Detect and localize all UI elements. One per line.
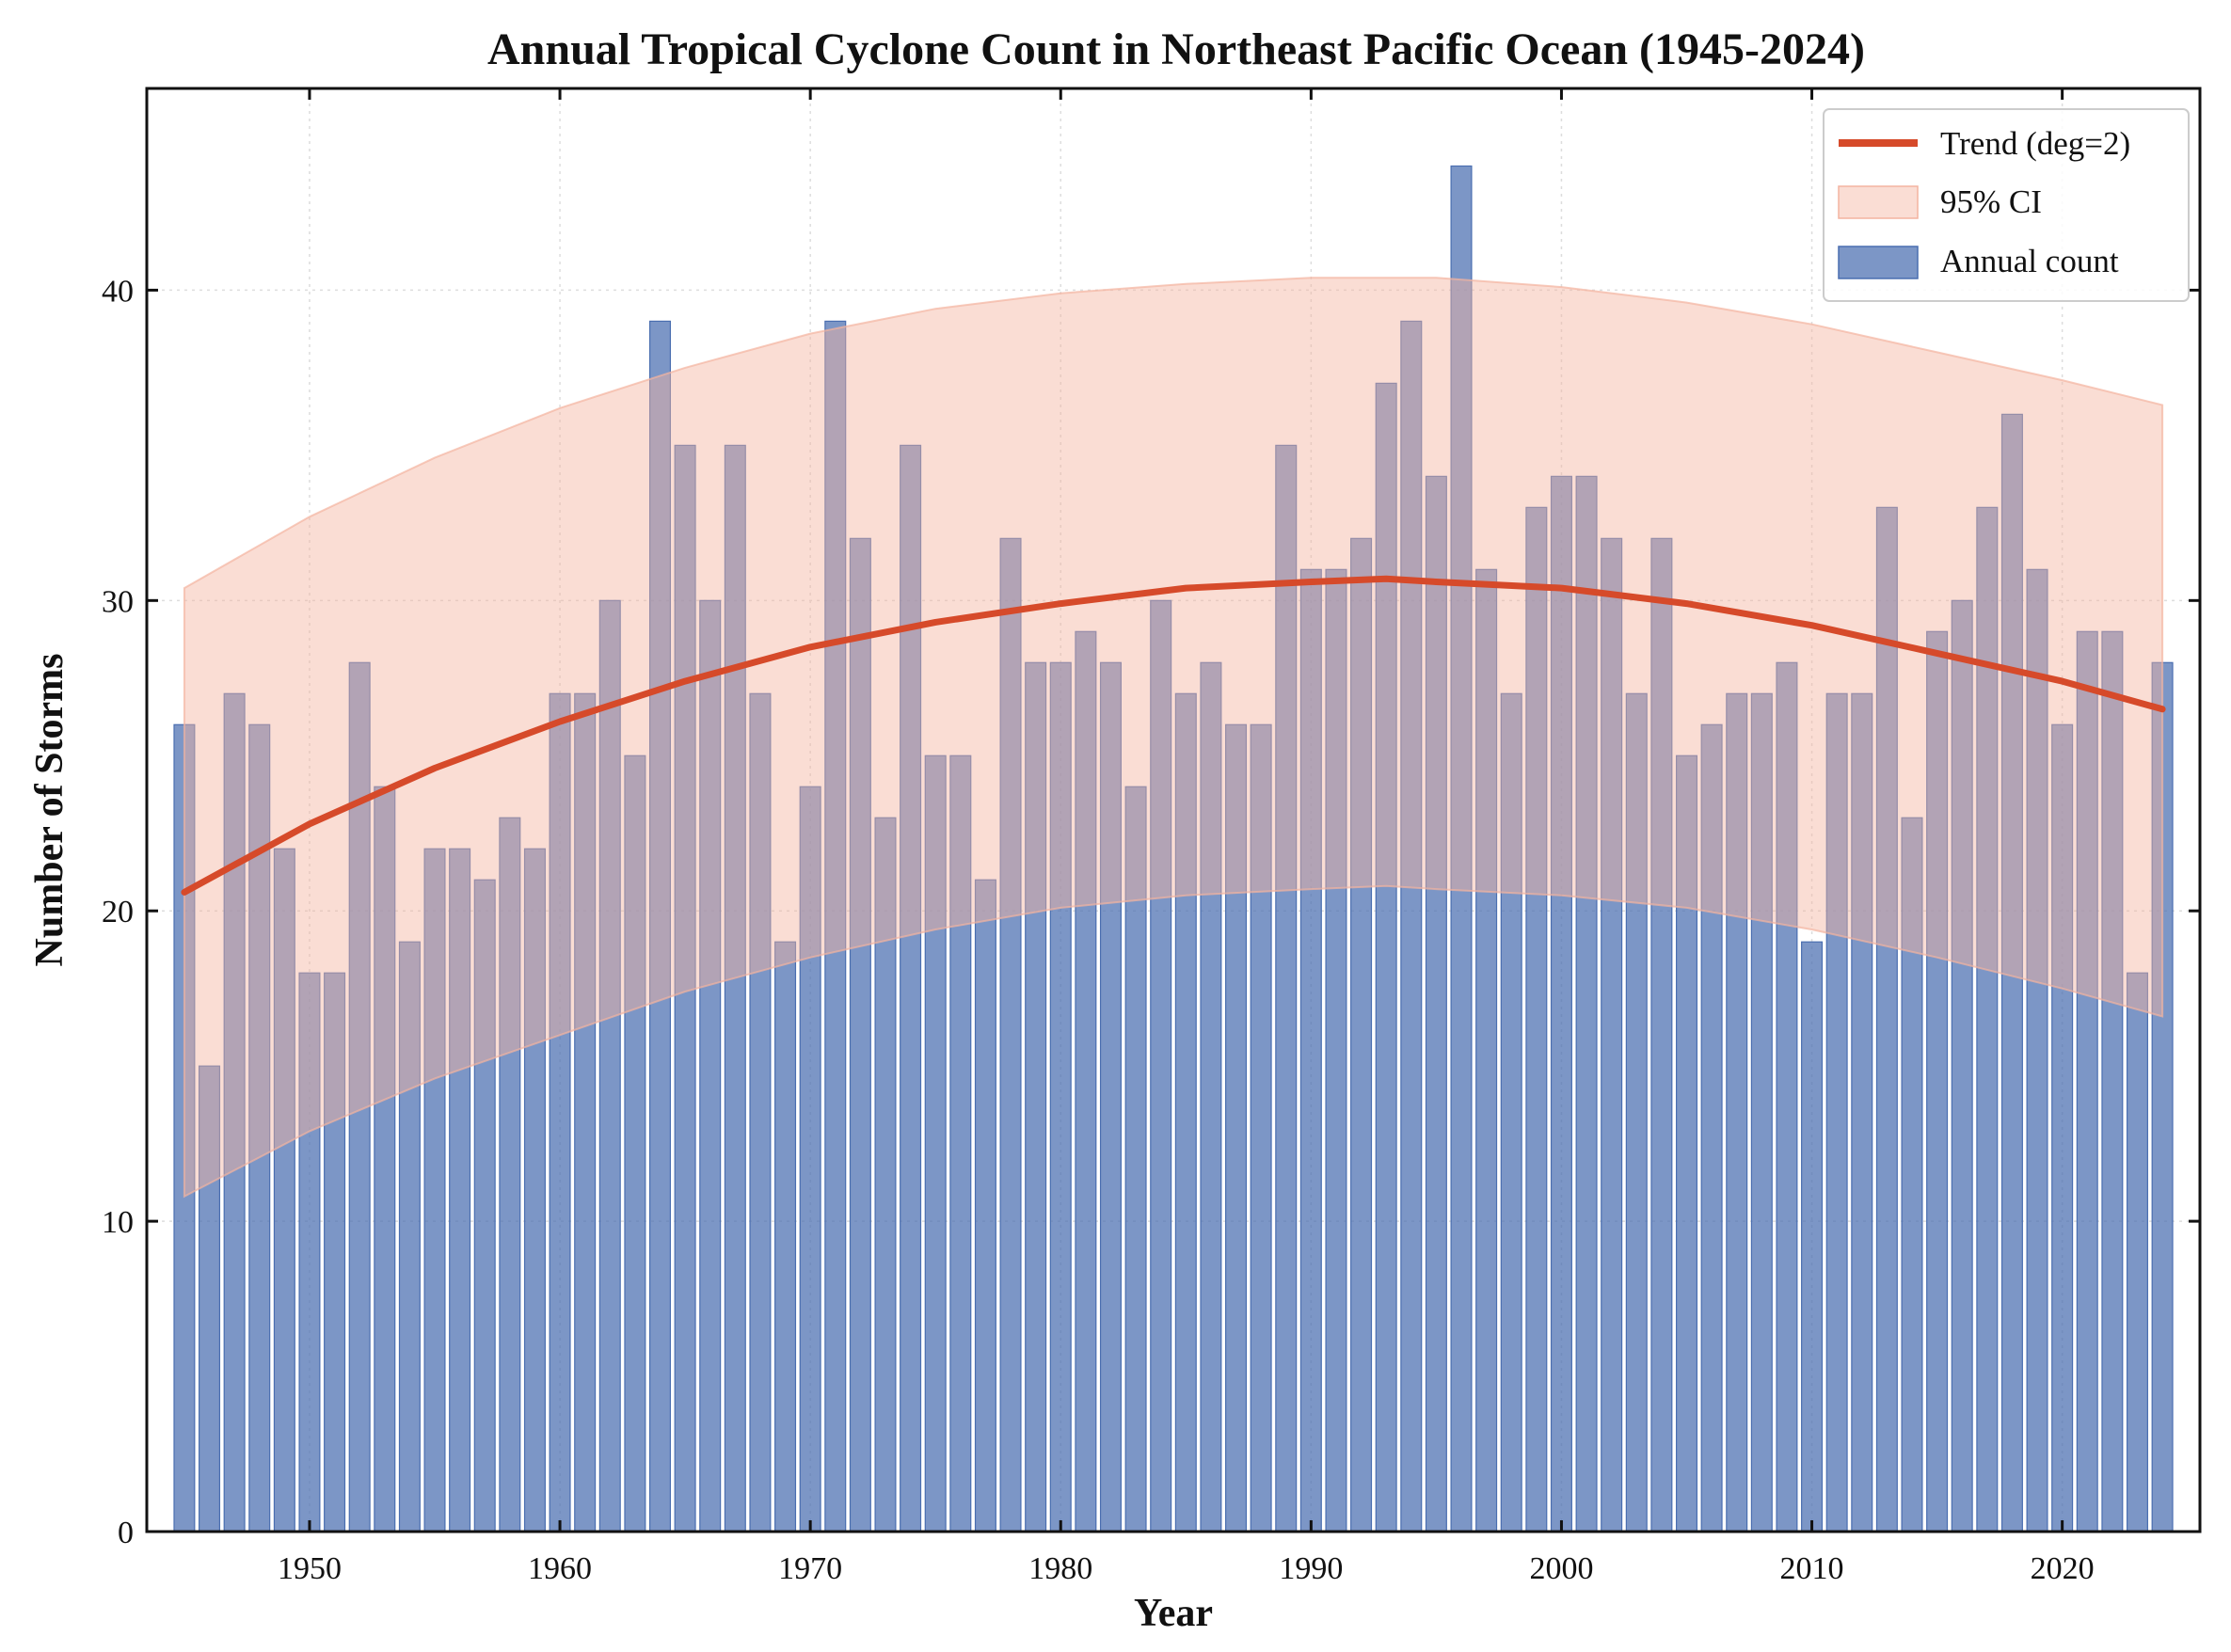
- y-tick-label: 30: [102, 584, 134, 619]
- legend-ci-swatch: [1838, 185, 1919, 219]
- legend-trend-label: Trend (deg=2): [1940, 125, 2130, 162]
- y-tick-label: 40: [102, 274, 134, 309]
- trend-line: [181, 575, 2166, 896]
- y-axis-label: Number of Storms: [28, 654, 72, 967]
- ticks-layer: 1950 1960 1970 1980 1990 2000 2010 2020 0 10 20 30 4…: [102, 88, 2200, 1586]
- legend-ci-label: 95% CI: [1940, 183, 2042, 220]
- y-tick-label: 20: [102, 895, 134, 929]
- legend: Trend (deg=2) 95% CI Annual count: [1823, 108, 2190, 302]
- y-tick-label: 10: [102, 1205, 134, 1240]
- x-tick-label: 2020: [2031, 1551, 2095, 1586]
- legend-bar-label: Annual count: [1940, 243, 2119, 279]
- bar: [1801, 941, 1824, 1533]
- chart-title: Annual Tropical Cyclone Count in Northea…: [487, 24, 1865, 74]
- x-tick-label: 1970: [778, 1551, 842, 1586]
- x-tick-label: 1980: [1028, 1551, 1092, 1586]
- plot-frame: [145, 87, 2202, 1533]
- ci-band: [183, 277, 2164, 1199]
- x-tick-label: 1950: [278, 1551, 342, 1586]
- ci-layer: [183, 277, 2164, 1199]
- bar: [974, 879, 996, 1533]
- x-tick-label: 2010: [1780, 1551, 1844, 1586]
- plot-area: 1950 1960 1970 1980 1990 2000 2010 2020 0 10 20 30 4…: [102, 87, 2202, 1586]
- bars-layer: [173, 165, 2174, 1533]
- bar: [2126, 972, 2148, 1533]
- x-axis-label: Year: [1134, 1592, 1213, 1635]
- trend-layer: [181, 575, 2166, 896]
- x-tick-label: 1990: [1279, 1551, 1343, 1586]
- bar: [774, 941, 797, 1533]
- y-tick-label: 0: [118, 1516, 134, 1550]
- legend-bar-swatch: [1838, 246, 1919, 279]
- x-tick-label: 2000: [1529, 1551, 1593, 1586]
- x-tick-label: 1960: [528, 1551, 592, 1586]
